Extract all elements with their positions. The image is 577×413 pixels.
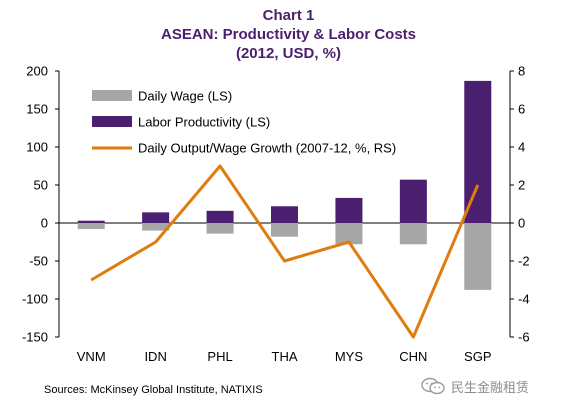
left-tick-label: 200 — [26, 64, 48, 79]
left-tick-label: -50 — [29, 254, 48, 269]
legend-label: Daily Output/Wage Growth (2007-12, %, RS… — [138, 141, 396, 156]
category-label: SGP — [464, 349, 491, 364]
left-tick-label: -150 — [22, 330, 48, 345]
left-tick-label: 0 — [41, 216, 48, 231]
left-tick-label: -100 — [22, 292, 48, 307]
bar-chn-productivity — [399, 179, 427, 223]
right-tick-label: -6 — [518, 330, 530, 345]
watermark: 民生金融租赁 — [420, 374, 529, 398]
wechat-logo-icon — [421, 377, 445, 395]
right-tick-label: -2 — [518, 254, 530, 269]
chart-title: Chart 1 — [262, 7, 315, 24]
bar-tha-productivity — [271, 206, 298, 223]
category-label: VNM — [77, 349, 106, 364]
bar-phl-productivity — [206, 210, 234, 223]
left-tick-label: 50 — [34, 178, 48, 193]
left-tick-label: 100 — [26, 140, 48, 155]
bar-sgp-wage — [464, 223, 492, 290]
source-note: Sources: McKinsey Global Institute, NATI… — [44, 384, 263, 396]
chart-subtitle-units: (2012, USD, %) — [235, 45, 342, 62]
right-tick-label: 0 — [518, 216, 525, 231]
category-label: MYS — [335, 349, 364, 364]
bar-chn-wage — [399, 223, 427, 245]
category-label: PHL — [207, 349, 232, 364]
category-label: IDN — [144, 349, 166, 364]
bar-vnm-productivity — [77, 220, 105, 223]
category-label: THA — [272, 349, 298, 364]
bar-sgp-productivity — [464, 80, 492, 223]
right-tick-label: -4 — [518, 292, 530, 307]
bar-idn-wage — [142, 223, 170, 231]
watermark-text: 民生金融租赁 — [451, 380, 530, 396]
bar-vnm-wage — [77, 223, 105, 230]
right-tick-label: 2 — [518, 178, 525, 193]
right-tick-label: 4 — [518, 140, 525, 155]
bar-tha-wage — [271, 223, 298, 237]
bar-mys-wage — [335, 223, 363, 245]
chart-subtitle: ASEAN: Productivity & Labor Costs — [160, 26, 417, 43]
right-tick-label: 6 — [518, 102, 525, 117]
category-label: CHN — [399, 349, 427, 364]
legend-label: Labor Productivity (LS) — [138, 115, 270, 130]
bar-phl-wage — [206, 223, 234, 234]
legend-label: Daily Wage (LS) — [138, 89, 232, 104]
legend-swatch — [92, 90, 132, 101]
right-tick-label: 8 — [518, 64, 525, 79]
chart-title-block: Chart 1 ASEAN: Productivity & Labor Cost… — [0, 6, 577, 63]
left-tick-label: 150 — [26, 102, 48, 117]
legend-swatch — [92, 116, 132, 127]
bar-mys-productivity — [335, 197, 363, 223]
bar-idn-productivity — [142, 212, 170, 223]
